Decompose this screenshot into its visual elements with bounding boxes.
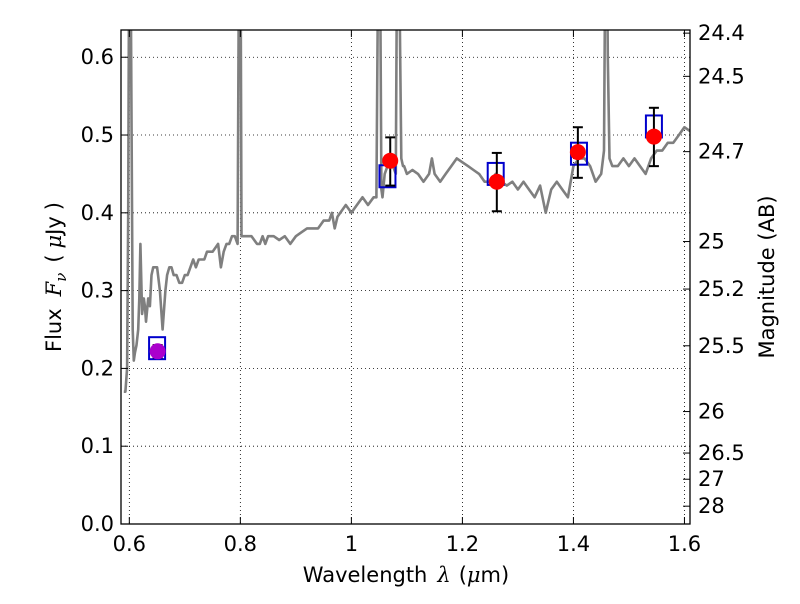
- mag-tick-label: 24.5: [698, 64, 745, 88]
- mag-tick-label: 27: [698, 467, 725, 491]
- x-tick-label: 1.4: [557, 532, 590, 556]
- y-tick-label: 0.4: [81, 201, 114, 225]
- y-axis-label: FluxFν(μJy): [42, 202, 70, 352]
- y-tick-label: 0.1: [81, 434, 114, 458]
- plot-layer: [123, 30, 690, 393]
- y-tick-label: 0.2: [81, 356, 114, 380]
- model-spectrum-line: [123, 30, 690, 393]
- x-tick-label: 1: [345, 532, 358, 556]
- y2-axis-label: Magnitude (AB): [755, 195, 779, 358]
- mag-tick-label: 26: [698, 400, 725, 424]
- y-tick-label: 0.3: [81, 279, 114, 303]
- y-tick-label: 0.0: [81, 512, 114, 536]
- mag-tick-label: 25: [698, 230, 725, 254]
- observed-point: [645, 128, 662, 145]
- plot-frame: [120, 29, 691, 525]
- observed-point: [569, 144, 586, 161]
- x-tick-label: 0.6: [113, 532, 146, 556]
- mag-tick-label: 24.7: [698, 140, 745, 164]
- tick-layer: 0.6 0.8 1 1.2 1.4 1.6 0.0 0.1 0.2 0.3 0.4 0.5 0.6 24.…: [81, 21, 745, 556]
- mag-tick-label: 25.2: [698, 277, 745, 301]
- x-tick-label: 0.8: [224, 532, 257, 556]
- x-axis-label: Wavelength λ (μm): [303, 563, 509, 587]
- x-tick-label: 1.2: [446, 532, 479, 556]
- mag-tick-label: 25.5: [698, 334, 745, 358]
- observed-point: [149, 343, 166, 360]
- y-tick-label: 0.5: [81, 123, 114, 147]
- mag-tick-label: 28: [698, 494, 725, 518]
- mag-tick-label: 26.5: [698, 441, 745, 465]
- observed-point: [488, 173, 505, 190]
- y-tick-label: 0.6: [81, 45, 114, 69]
- x-tick-label: 1.6: [668, 532, 701, 556]
- observed-point: [382, 152, 399, 169]
- mag-tick-label: 24.4: [698, 21, 745, 45]
